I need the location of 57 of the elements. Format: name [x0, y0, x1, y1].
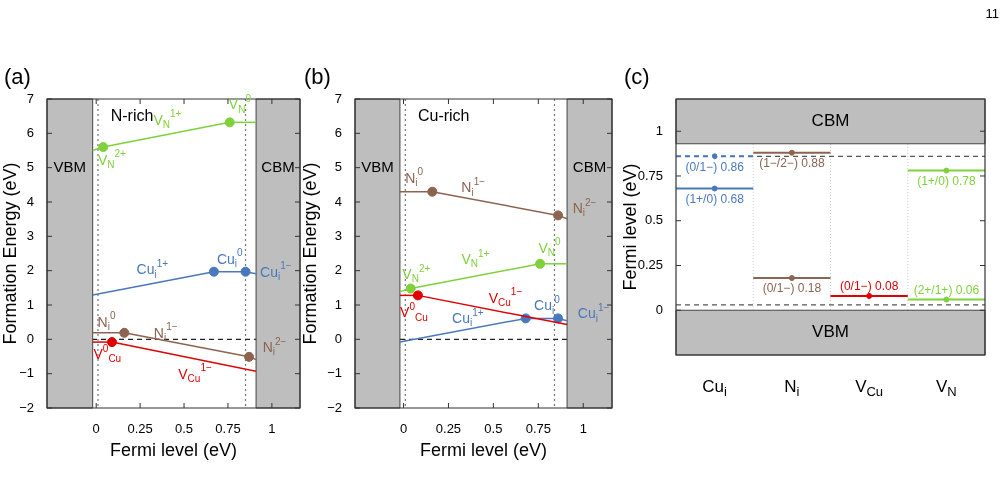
- band-label: VBM: [361, 157, 394, 175]
- x-tick-label: 0.25: [127, 421, 153, 437]
- data-label: (0/1−) 0.08: [839, 279, 899, 294]
- x-tick-label: 0.25: [435, 421, 462, 437]
- band-label: VBM: [812, 322, 849, 342]
- text: N-rich: [110, 107, 154, 125]
- data-label: (1+/0) 0.78: [917, 173, 976, 188]
- data-label: (1−/2−) 0.88: [759, 156, 825, 171]
- x-axis-title: Fermi level (eV): [419, 440, 548, 461]
- y-tick-label: 1: [334, 296, 342, 312]
- y-tick-label: 7: [26, 90, 34, 106]
- y-tick-label: 4: [26, 193, 34, 209]
- x-axis-title: Fermi level (eV): [109, 440, 238, 461]
- chart-title: (a): [4, 64, 31, 90]
- y-tick-label: 0: [334, 330, 342, 346]
- y-tick-label: 7: [334, 90, 342, 106]
- y-tick-label: 2: [334, 262, 342, 278]
- chart-title: (c): [624, 64, 650, 90]
- y-tick-label: 1: [655, 122, 663, 138]
- x-tick-label: 0.5: [175, 421, 194, 437]
- y-tick-label: 4: [334, 193, 342, 209]
- y-tick-label: −2: [19, 399, 34, 415]
- x-tick-label: 1: [268, 421, 276, 437]
- text: Cu-rich: [417, 107, 470, 125]
- x-tick-label: 0: [399, 421, 408, 437]
- band-label: VBM: [53, 157, 87, 175]
- y-tick-label: −1: [327, 365, 342, 381]
- y-tick-label: −1: [19, 365, 34, 381]
- y-tick-label: 6: [26, 124, 34, 140]
- y-tick-label: 0.25: [637, 257, 663, 273]
- y-axis-title: Formation Energy (eV): [299, 162, 320, 345]
- y-tick-label: 0: [26, 330, 34, 346]
- data-label: (0/1−) 0.86: [685, 159, 745, 174]
- y-tick-label: 3: [334, 227, 342, 243]
- x-tick-label: 0: [92, 421, 100, 437]
- x-tick-label: 1: [579, 421, 587, 437]
- y-axis-title: Formation Energy (eV): [0, 162, 20, 345]
- band-label: CBM: [572, 157, 607, 175]
- text: 11: [985, 5, 999, 21]
- y-tick-label: 2: [26, 262, 34, 278]
- y-tick-label: 3: [26, 227, 34, 243]
- data-label: (1+/0) 0.68: [685, 191, 745, 206]
- band-label: CBM: [261, 157, 295, 175]
- y-tick-label: −2: [327, 399, 342, 415]
- y-tick-label: 5: [334, 159, 342, 175]
- data-label: (2+/1+) 0.06: [913, 282, 980, 297]
- x-tick-label: 0.75: [525, 421, 551, 437]
- y-tick-label: 1: [26, 296, 34, 312]
- x-tick-label: 0.75: [215, 421, 241, 437]
- data-label: (0/1−) 0.18: [762, 281, 822, 296]
- y-tick-label: 6: [334, 124, 342, 140]
- y-tick-label: 0.5: [644, 212, 663, 228]
- y-tick-label: 0: [655, 301, 663, 317]
- chart-title: (b): [304, 64, 331, 90]
- y-tick-label: 5: [26, 159, 34, 175]
- x-tick-label: 0.5: [484, 421, 503, 437]
- band-label: CBM: [811, 111, 850, 131]
